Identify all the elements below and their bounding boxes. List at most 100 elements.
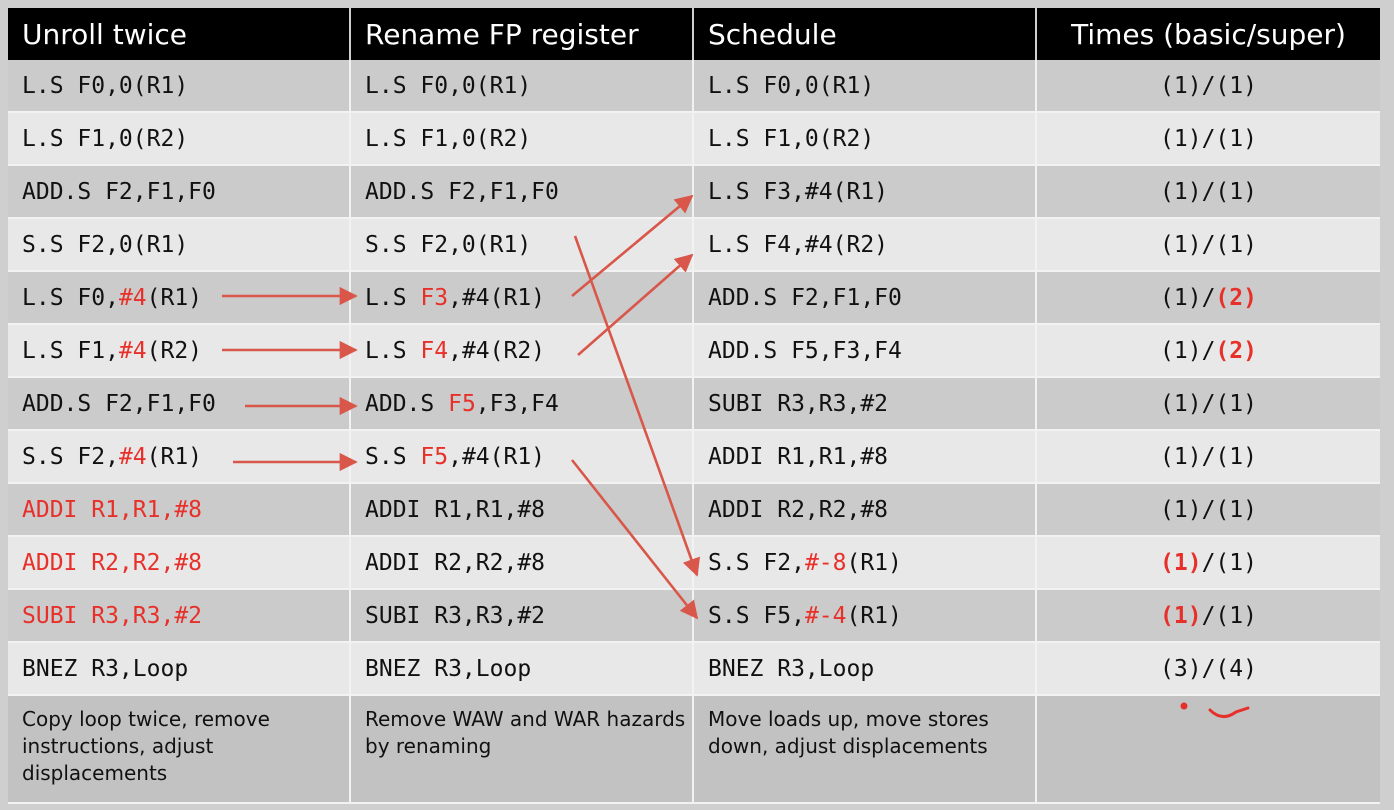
cell-unroll: ADD.S F2,F1,F0 — [8, 165, 351, 219]
cell-rename: ADDI R2,R2,#8 — [350, 536, 694, 590]
cell-text: (3)/(4) — [1160, 655, 1257, 682]
cell-text: BNEZ R3,Loop — [22, 655, 189, 682]
cell-text: S.S F2, — [708, 549, 805, 576]
cell-text: (1)/ — [1160, 337, 1216, 364]
cell-text: L.S — [365, 337, 421, 364]
cell-times: (1)/(1) — [1036, 536, 1380, 590]
cell-text: (R2) — [146, 337, 203, 364]
cell-text: ADDI R2,R2,#8 — [22, 549, 203, 576]
cell-text: (1)/(1) — [1160, 178, 1257, 205]
cell-text: ADD.S F2,F1,F0 — [22, 390, 216, 417]
cell-text: F4 — [420, 337, 449, 364]
cell-text: ,#4(R2) — [448, 337, 546, 364]
cell-times: (1)/(1) — [1036, 112, 1380, 166]
cell-schedule: ADDI R1,R1,#8 — [693, 430, 1037, 484]
cell-text: (1)/ — [1160, 284, 1216, 311]
cell-schedule: ADD.S F2,F1,F0 — [693, 271, 1037, 325]
cell-times: (1)/(2) — [1036, 271, 1380, 325]
header-rename: Rename FP register — [350, 8, 694, 60]
cell-schedule: L.S F4,#4(R2) — [693, 218, 1037, 272]
cell-schedule: S.S F2,#-8(R1) — [693, 536, 1037, 590]
table-row: ADD.S F2,F1,F0 ADD.S F5,F3,F4 SUBI R3,R3,#… — [8, 377, 1380, 431]
note-rename: Remove WAW and WAR hazards by renaming — [350, 695, 694, 804]
cell-unroll: ADDI R2,R2,#8 — [8, 536, 351, 590]
cell-unroll: BNEZ R3,Loop — [8, 642, 351, 696]
cell-text: (R1) — [146, 443, 203, 470]
cell-rename: S.S F5,#4(R1) — [350, 430, 694, 484]
header-unroll: Unroll twice — [8, 8, 351, 60]
cell-text: BNEZ R3,Loop — [365, 655, 532, 682]
cell-times: (1)/(1) — [1036, 60, 1380, 113]
cell-text: L.S F0,0(R1) — [708, 72, 875, 99]
cell-text: S.S — [365, 443, 421, 470]
cell-schedule: BNEZ R3,Loop — [693, 642, 1037, 696]
cell-schedule: ADD.S F5,F3,F4 — [693, 324, 1037, 378]
cell-text: F5 — [420, 443, 449, 470]
cell-text: L.S F1,0(R2) — [22, 125, 189, 152]
cell-text: ADD.S F2,F1,F0 — [22, 178, 216, 205]
cell-text: /(1) — [1201, 549, 1257, 576]
cell-times: (1)/(1) — [1036, 218, 1380, 272]
loop-unrolling-table: Unroll twice Rename FP register Schedule… — [8, 8, 1380, 804]
header-row: Unroll twice Rename FP register Schedule… — [8, 8, 1380, 60]
cell-text: L.S F1,0(R2) — [365, 125, 532, 152]
table-row: L.S F0,0(R1) L.S F0,0(R1) L.S F0,0(R1) (1)/… — [8, 60, 1380, 113]
cell-schedule: L.S F0,0(R1) — [693, 60, 1037, 113]
cell-text: SUBI R3,R3,#2 — [708, 390, 889, 417]
cell-text: S.S F2,0(R1) — [365, 231, 532, 258]
cell-text: S.S F2, — [22, 443, 119, 470]
cell-unroll: ADDI R1,R1,#8 — [8, 483, 351, 537]
table-row: ADD.S F2,F1,F0 ADD.S F2,F1,F0 L.S F3,#4(R1… — [8, 165, 1380, 219]
cell-text: S.S F2,0(R1) — [22, 231, 189, 258]
table-row: L.S F1,#4(R2) L.S F4,#4(R2) ADD.S F5,F3,F4… — [8, 324, 1380, 378]
cell-schedule: L.S F3,#4(R1) — [693, 165, 1037, 219]
cell-text: (2) — [1215, 284, 1257, 311]
cell-schedule: ADDI R2,R2,#8 — [693, 483, 1037, 537]
cell-text: ,#4(R1) — [448, 443, 546, 470]
note-unroll: Copy loop twice, remove instructions, ad… — [8, 695, 351, 804]
cell-rename: ADDI R1,R1,#8 — [350, 483, 694, 537]
notes-row: Copy loop twice, remove instructions, ad… — [8, 695, 1380, 804]
cell-rename: L.S F1,0(R2) — [350, 112, 694, 166]
cell-rename: L.S F0,0(R1) — [350, 60, 694, 113]
cell-text: F3 — [420, 284, 449, 311]
cell-schedule: S.S F5,#-4(R1) — [693, 589, 1037, 643]
cell-text: L.S F1,0(R2) — [708, 125, 875, 152]
cell-times: (1)/(1) — [1036, 377, 1380, 431]
cell-text: L.S — [365, 284, 421, 311]
cell-schedule: SUBI R3,R3,#2 — [693, 377, 1037, 431]
cell-text: (1)/(1) — [1160, 125, 1257, 152]
cell-text: ADDI R1,R1,#8 — [708, 443, 889, 470]
cell-text: (1)/(1) — [1160, 443, 1257, 470]
cell-text: BNEZ R3,Loop — [708, 655, 875, 682]
cell-times: (1)/(1) — [1036, 165, 1380, 219]
cell-text: ADDI R1,R1,#8 — [22, 496, 203, 523]
cell-text: (1)/(1) — [1160, 390, 1257, 417]
cell-rename: L.S F4,#4(R2) — [350, 324, 694, 378]
cell-text: #-8 — [804, 549, 847, 576]
cell-rename: S.S F2,0(R1) — [350, 218, 694, 272]
cell-unroll: S.S F2,0(R1) — [8, 218, 351, 272]
table-row: BNEZ R3,Loop BNEZ R3,Loop BNEZ R3,Loop (3)/… — [8, 642, 1380, 696]
cell-unroll: L.S F0,#4(R1) — [8, 271, 351, 325]
note-times — [1036, 695, 1380, 804]
cell-unroll: S.S F2,#4(R1) — [8, 430, 351, 484]
cell-times: (1)/(1) — [1036, 430, 1380, 484]
cell-unroll: L.S F0,0(R1) — [8, 60, 351, 113]
table-row: S.S F2,0(R1) S.S F2,0(R1) L.S F4,#4(R2) (1)… — [8, 218, 1380, 272]
header-schedule: Schedule — [693, 8, 1037, 60]
cell-text: L.S F0,0(R1) — [365, 72, 532, 99]
table-row: SUBI R3,R3,#2 SUBI R3,R3,#2 S.S F5,#-4(R1)… — [8, 589, 1380, 643]
cell-text: (R1) — [846, 602, 902, 629]
cell-rename: ADD.S F5,F3,F4 — [350, 377, 694, 431]
cell-text: SUBI R3,R3,#2 — [22, 602, 203, 629]
cell-text: SUBI R3,R3,#2 — [365, 602, 546, 629]
table-row: ADDI R1,R1,#8 ADDI R1,R1,#8 ADDI R2,R2,#8 (… — [8, 483, 1380, 537]
cell-rename: SUBI R3,R3,#2 — [350, 589, 694, 643]
cell-text: L.S F0, — [22, 284, 119, 311]
cell-text: (R1) — [146, 284, 203, 311]
table-row: ADDI R2,R2,#8 ADDI R2,R2,#8 S.S F2,#-8(R1)… — [8, 536, 1380, 590]
cell-text: ,F3,F4 — [475, 390, 559, 417]
cell-text: S.S F5, — [708, 602, 805, 629]
